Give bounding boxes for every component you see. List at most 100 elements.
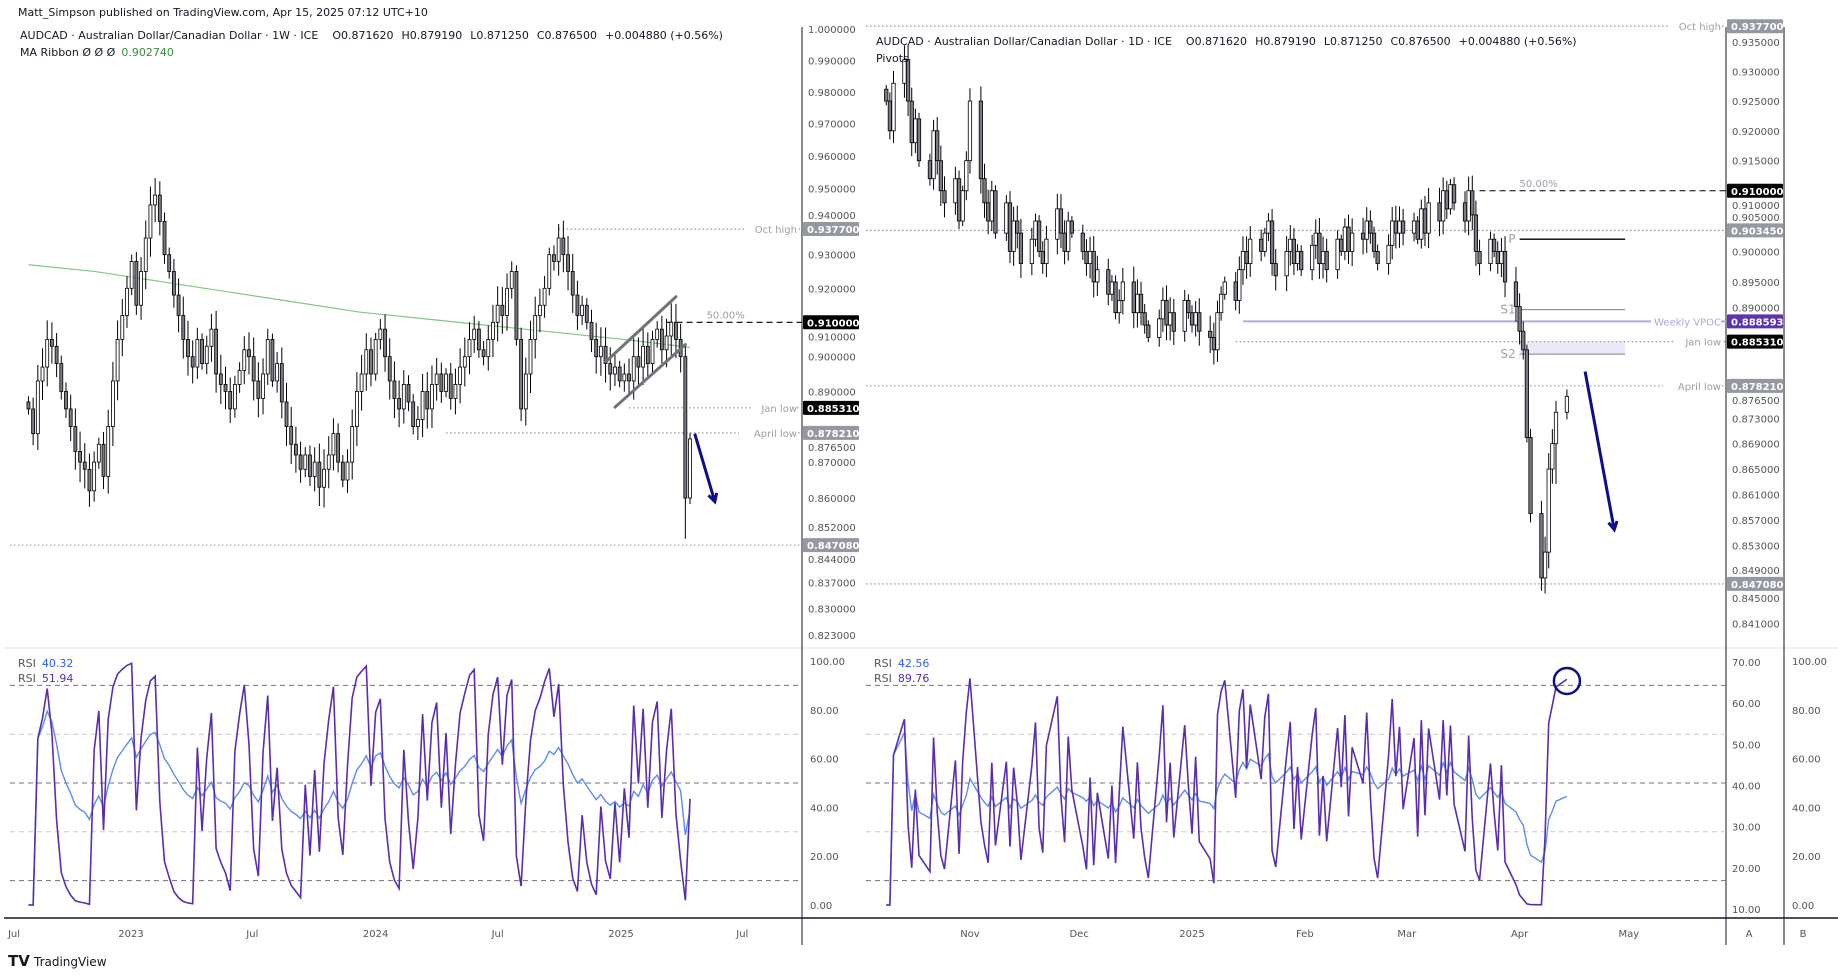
candle xyxy=(1470,175,1475,231)
candle-body xyxy=(383,328,387,358)
time-tick-label: Dec xyxy=(1069,929,1088,940)
candle-body xyxy=(289,426,294,445)
candle-body xyxy=(938,160,943,192)
candle xyxy=(101,431,106,489)
candle xyxy=(580,295,585,325)
price-tick-label: 0.876500 xyxy=(1732,396,1780,407)
rsi-legend-value: 42.56 xyxy=(898,657,930,670)
candle-body xyxy=(401,384,406,410)
candle xyxy=(209,313,214,362)
candle-body xyxy=(1135,293,1140,314)
candle-body xyxy=(265,339,270,375)
candle-body xyxy=(1040,250,1045,264)
ohlc-high: H0.879190 xyxy=(401,29,462,42)
candle xyxy=(891,71,896,144)
candle xyxy=(256,362,261,418)
candle-body xyxy=(967,100,973,162)
candle-body xyxy=(1546,468,1551,553)
daily-chart: 0.935000 0.930000 0.925000 0.920000 0.915000… xyxy=(860,19,1838,945)
candle-body xyxy=(1437,202,1442,222)
candle xyxy=(584,298,589,330)
candle xyxy=(373,332,378,381)
candle xyxy=(884,84,889,106)
channel-line xyxy=(613,343,687,409)
candle-body xyxy=(519,339,524,410)
price-tag xyxy=(1727,223,1783,238)
candle-body xyxy=(913,118,918,144)
candle-body xyxy=(575,294,580,316)
candle xyxy=(54,333,59,377)
candle xyxy=(964,151,969,201)
candle-body xyxy=(186,339,190,358)
candle xyxy=(1262,227,1267,257)
candle xyxy=(125,276,129,328)
scale-button-b[interactable]: B xyxy=(1800,929,1807,940)
candle-body xyxy=(608,363,613,375)
candle-body xyxy=(986,202,991,222)
weekly-chart: 1.000000 0.990000 0.980000 0.970000 0.960000… xyxy=(4,25,860,945)
candle-body xyxy=(129,260,134,289)
candle-body xyxy=(1364,220,1369,240)
candle xyxy=(354,372,359,447)
price-tick-label: 0.823000 xyxy=(808,631,856,642)
candle xyxy=(1517,293,1522,345)
candle-body xyxy=(284,401,289,427)
price-tick-label: 0.844000 xyxy=(808,555,856,566)
candle-body xyxy=(1211,337,1216,351)
ohlc-legend: O0.871620 H0.879190 L0.871250 C0.876500 +0.0… xyxy=(332,29,723,42)
level-label: Jan low xyxy=(760,404,797,415)
candle xyxy=(495,286,500,342)
candle-body xyxy=(1219,293,1224,314)
candle-body xyxy=(125,287,129,316)
candle xyxy=(603,327,608,383)
candle xyxy=(1182,289,1187,342)
candle xyxy=(345,449,350,493)
arrow-head-icon xyxy=(1607,520,1619,533)
candle-body xyxy=(1131,281,1136,314)
candle xyxy=(622,363,627,392)
candle-body xyxy=(153,194,158,206)
candle xyxy=(956,170,962,230)
candle xyxy=(476,321,481,358)
ohlc-legend: O0.871620 H0.879190 L0.871250 C0.876500 +0.0… xyxy=(1186,35,1577,48)
candle xyxy=(336,423,341,473)
candle xyxy=(64,382,68,418)
time-tick-label: Feb xyxy=(1296,929,1314,940)
candle xyxy=(1401,208,1406,246)
candle xyxy=(1222,276,1227,300)
candle-body xyxy=(247,349,251,358)
candle-body xyxy=(1502,250,1508,283)
candle-body xyxy=(887,100,892,132)
price-tag-label: 0.903450 xyxy=(1731,226,1784,237)
candle-body xyxy=(223,384,228,392)
candle-body xyxy=(1215,312,1220,351)
ma-ribbon-line xyxy=(28,264,691,348)
time-tick-label: 2025 xyxy=(608,929,633,940)
candle-body xyxy=(1160,299,1165,320)
candle xyxy=(275,352,280,393)
time-tick-label: Apr xyxy=(1511,929,1529,940)
candle xyxy=(1386,234,1391,275)
tradingview-logo-text: TradingView xyxy=(33,955,107,969)
footer-logo[interactable]: TV TradingView xyxy=(8,952,107,970)
candle xyxy=(1335,230,1340,279)
candle-body xyxy=(1164,299,1169,326)
price-tag xyxy=(1727,19,1783,34)
candle-body xyxy=(120,315,125,340)
candle-body xyxy=(645,345,650,364)
candle-body xyxy=(669,321,674,337)
candle-body xyxy=(688,438,692,499)
candle xyxy=(1146,320,1151,343)
candle-body xyxy=(298,454,303,470)
scale-button-a[interactable]: A xyxy=(1746,929,1753,940)
candle xyxy=(1310,234,1315,281)
candle xyxy=(1237,256,1242,314)
candle xyxy=(1138,281,1144,326)
candle-body xyxy=(444,373,448,392)
price-tick-label: 0.900000 xyxy=(1732,247,1780,258)
price-tag xyxy=(1727,334,1783,349)
level-label-bg xyxy=(1669,19,1721,33)
candle-body xyxy=(603,345,608,364)
ohlc-open: O0.871620 xyxy=(332,29,393,42)
price-tick-label: 0.920000 xyxy=(808,284,856,295)
